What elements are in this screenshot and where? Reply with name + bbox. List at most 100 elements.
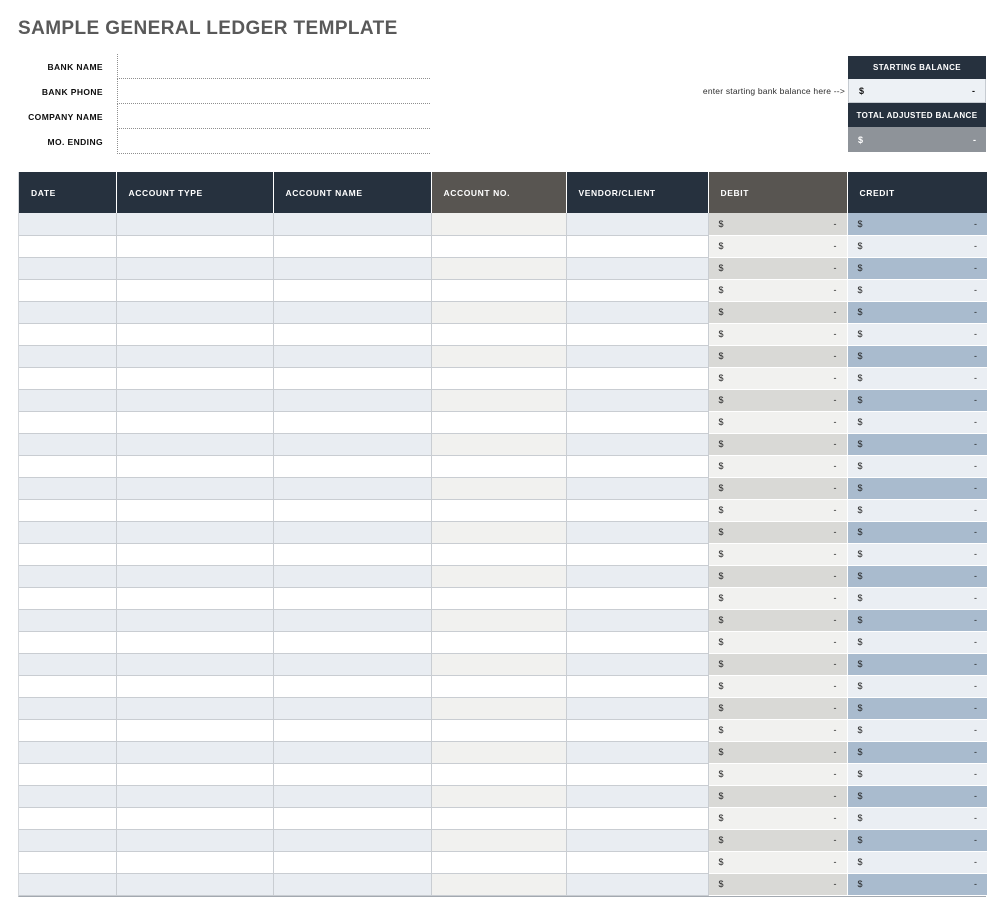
cell-date[interactable] bbox=[19, 697, 117, 720]
cell-account-name[interactable] bbox=[273, 807, 432, 830]
cell-account-type[interactable] bbox=[116, 345, 274, 368]
cell-date[interactable] bbox=[19, 433, 117, 456]
cell-account-type[interactable] bbox=[116, 675, 274, 698]
cell-credit[interactable]: $ - bbox=[847, 301, 987, 324]
cell-debit[interactable]: $ - bbox=[708, 565, 848, 588]
cell-date[interactable] bbox=[19, 345, 117, 368]
cell-credit[interactable]: $ - bbox=[847, 587, 987, 610]
cell-account-type[interactable] bbox=[116, 323, 274, 346]
cell-account-name[interactable] bbox=[273, 433, 432, 456]
cell-credit[interactable]: $ - bbox=[847, 851, 987, 874]
cell-vendor-client[interactable] bbox=[566, 851, 709, 874]
cell-date[interactable] bbox=[19, 411, 117, 434]
cell-account-type[interactable] bbox=[116, 587, 274, 610]
cell-credit[interactable]: $ - bbox=[847, 807, 987, 830]
cell-account-type[interactable] bbox=[116, 565, 274, 588]
cell-account-type[interactable] bbox=[116, 411, 274, 434]
cell-debit[interactable]: $ - bbox=[708, 851, 848, 874]
cell-vendor-client[interactable] bbox=[566, 631, 709, 654]
cell-date[interactable] bbox=[19, 741, 117, 764]
cell-credit[interactable]: $ - bbox=[847, 257, 987, 280]
cell-credit[interactable]: $ - bbox=[847, 279, 987, 302]
cell-account-name[interactable] bbox=[273, 697, 432, 720]
cell-debit[interactable]: $ - bbox=[708, 213, 848, 236]
cell-vendor-client[interactable] bbox=[566, 675, 709, 698]
cell-vendor-client[interactable] bbox=[566, 697, 709, 720]
cell-account-name[interactable] bbox=[273, 367, 432, 390]
cell-account-name[interactable] bbox=[273, 851, 432, 874]
cell-credit[interactable]: $ - bbox=[847, 719, 987, 742]
cell-account-no[interactable] bbox=[431, 565, 567, 588]
cell-credit[interactable]: $ - bbox=[847, 367, 987, 390]
cell-debit[interactable]: $ - bbox=[708, 521, 848, 544]
cell-account-no[interactable] bbox=[431, 807, 567, 830]
cell-account-name[interactable] bbox=[273, 829, 432, 852]
cell-vendor-client[interactable] bbox=[566, 235, 709, 258]
cell-date[interactable] bbox=[19, 873, 117, 896]
cell-credit[interactable]: $ - bbox=[847, 653, 987, 676]
bank-phone-field[interactable] bbox=[117, 79, 430, 104]
cell-credit[interactable]: $ - bbox=[847, 697, 987, 720]
cell-credit[interactable]: $ - bbox=[847, 785, 987, 808]
cell-account-no[interactable] bbox=[431, 433, 567, 456]
cell-account-no[interactable] bbox=[431, 477, 567, 500]
cell-account-name[interactable] bbox=[273, 763, 432, 786]
cell-credit[interactable]: $ - bbox=[847, 455, 987, 478]
cell-credit[interactable]: $ - bbox=[847, 829, 987, 852]
cell-account-name[interactable] bbox=[273, 565, 432, 588]
cell-date[interactable] bbox=[19, 587, 117, 610]
cell-account-type[interactable] bbox=[116, 631, 274, 654]
cell-credit[interactable]: $ - bbox=[847, 873, 987, 896]
cell-account-no[interactable] bbox=[431, 851, 567, 874]
cell-account-type[interactable] bbox=[116, 235, 274, 258]
cell-date[interactable] bbox=[19, 763, 117, 786]
cell-account-name[interactable] bbox=[273, 653, 432, 676]
cell-account-type[interactable] bbox=[116, 829, 274, 852]
cell-credit[interactable]: $ - bbox=[847, 499, 987, 522]
cell-account-type[interactable] bbox=[116, 367, 274, 390]
cell-vendor-client[interactable] bbox=[566, 411, 709, 434]
cell-debit[interactable]: $ - bbox=[708, 257, 848, 280]
cell-account-type[interactable] bbox=[116, 697, 274, 720]
cell-account-type[interactable] bbox=[116, 653, 274, 676]
cell-account-no[interactable] bbox=[431, 499, 567, 522]
cell-credit[interactable]: $ - bbox=[847, 411, 987, 434]
cell-date[interactable] bbox=[19, 499, 117, 522]
cell-credit[interactable]: $ - bbox=[847, 521, 987, 544]
cell-account-name[interactable] bbox=[273, 213, 432, 236]
cell-vendor-client[interactable] bbox=[566, 609, 709, 632]
cell-account-name[interactable] bbox=[273, 609, 432, 632]
cell-account-name[interactable] bbox=[273, 477, 432, 500]
cell-date[interactable] bbox=[19, 851, 117, 874]
cell-date[interactable] bbox=[19, 455, 117, 478]
cell-date[interactable] bbox=[19, 675, 117, 698]
cell-debit[interactable]: $ - bbox=[708, 873, 848, 896]
cell-account-name[interactable] bbox=[273, 719, 432, 742]
cell-debit[interactable]: $ - bbox=[708, 433, 848, 456]
cell-date[interactable] bbox=[19, 389, 117, 412]
cell-debit[interactable]: $ - bbox=[708, 675, 848, 698]
cell-account-name[interactable] bbox=[273, 741, 432, 764]
cell-debit[interactable]: $ - bbox=[708, 697, 848, 720]
cell-debit[interactable]: $ - bbox=[708, 301, 848, 324]
cell-account-type[interactable] bbox=[116, 455, 274, 478]
cell-account-name[interactable] bbox=[273, 499, 432, 522]
cell-account-no[interactable] bbox=[431, 697, 567, 720]
cell-account-no[interactable] bbox=[431, 323, 567, 346]
cell-account-name[interactable] bbox=[273, 235, 432, 258]
bank-name-field[interactable] bbox=[117, 54, 430, 79]
cell-debit[interactable]: $ - bbox=[708, 543, 848, 566]
cell-account-type[interactable] bbox=[116, 719, 274, 742]
cell-account-type[interactable] bbox=[116, 609, 274, 632]
cell-debit[interactable]: $ - bbox=[708, 323, 848, 346]
cell-account-type[interactable] bbox=[116, 499, 274, 522]
cell-credit[interactable]: $ - bbox=[847, 675, 987, 698]
cell-account-type[interactable] bbox=[116, 763, 274, 786]
cell-date[interactable] bbox=[19, 477, 117, 500]
cell-debit[interactable]: $ - bbox=[708, 807, 848, 830]
cell-debit[interactable]: $ - bbox=[708, 609, 848, 632]
cell-vendor-client[interactable] bbox=[566, 301, 709, 324]
cell-account-type[interactable] bbox=[116, 301, 274, 324]
cell-debit[interactable]: $ - bbox=[708, 785, 848, 808]
cell-account-no[interactable] bbox=[431, 345, 567, 368]
